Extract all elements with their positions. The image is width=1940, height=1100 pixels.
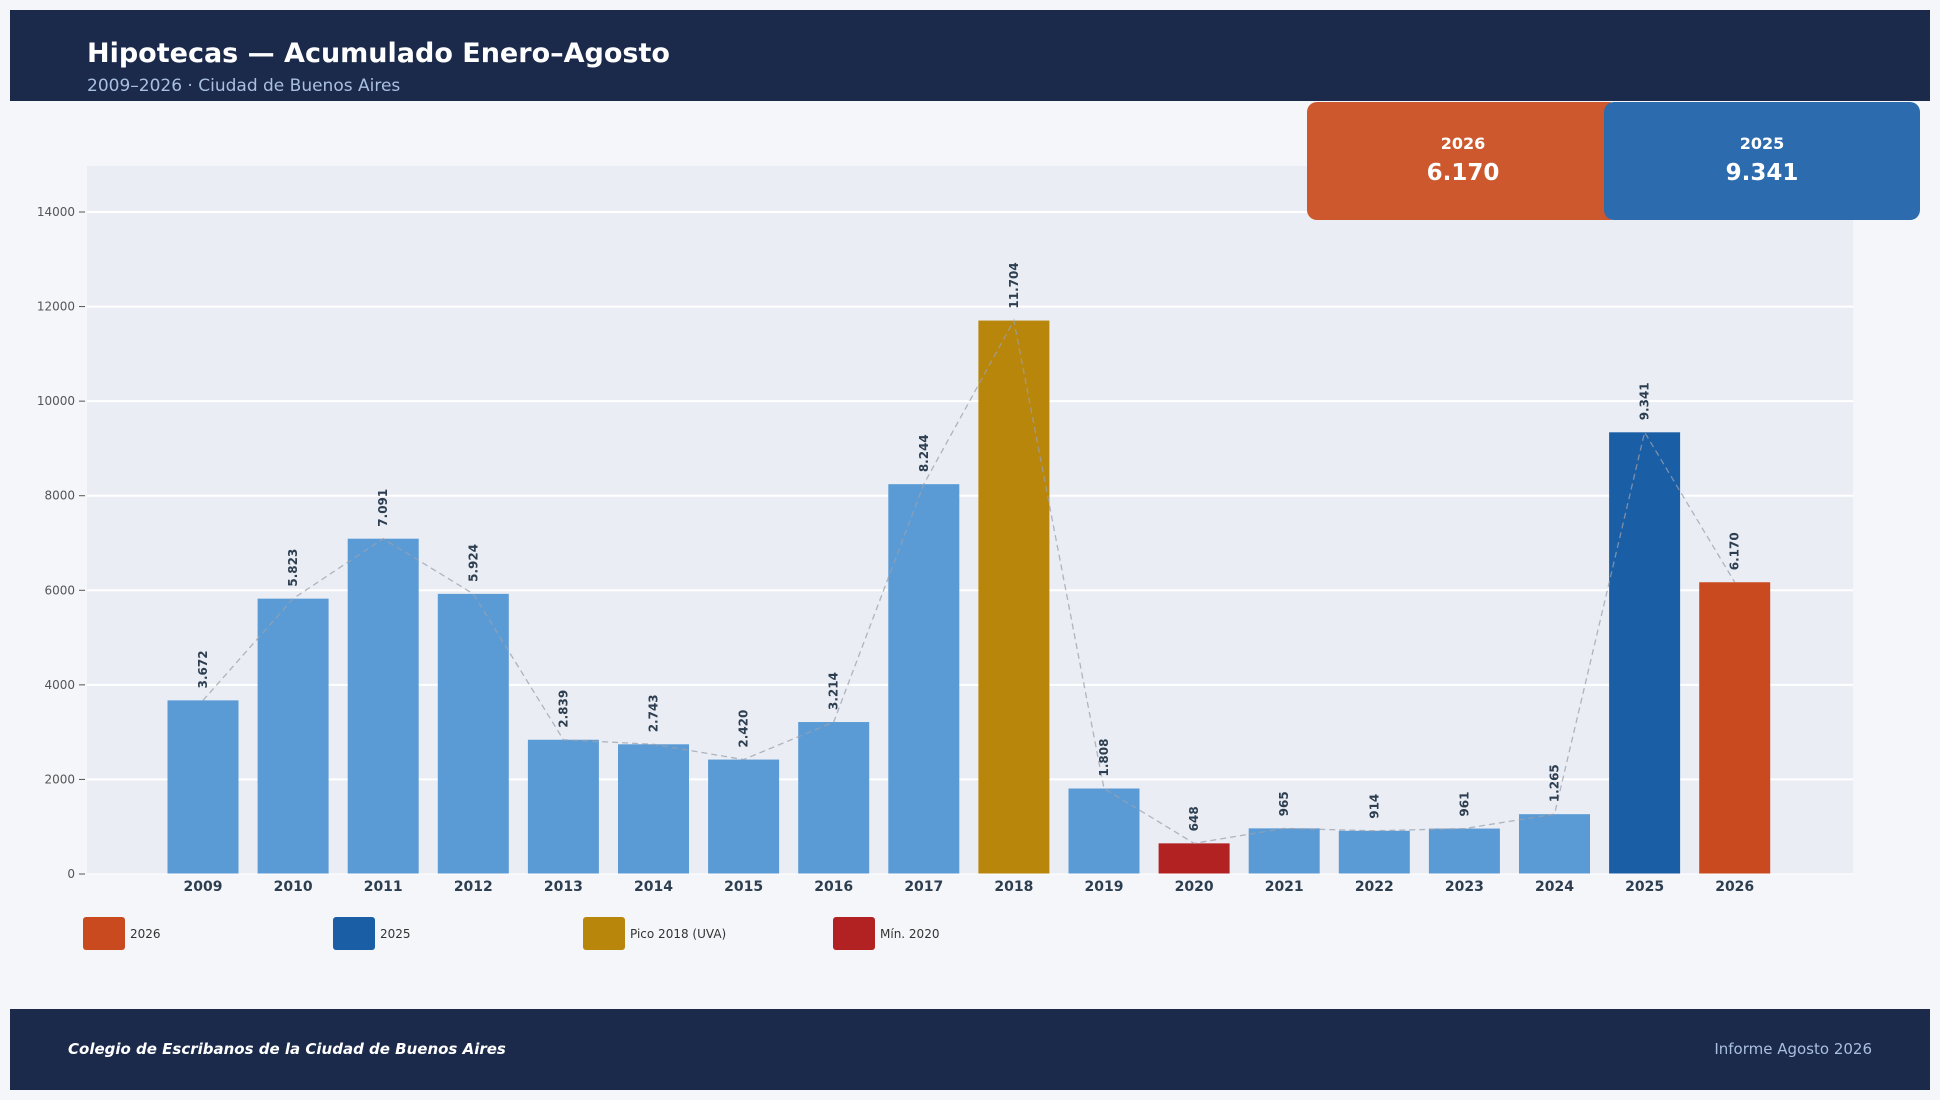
x-tick-label-2018: 2018: [994, 879, 1033, 895]
data-label-2019: 1.808: [1097, 739, 1111, 777]
x-tick-label-2016: 2016: [814, 879, 853, 895]
bar-2023: [1428, 828, 1500, 874]
y-tick-label: 2000: [44, 772, 75, 786]
data-label-2016: 3.214: [827, 672, 841, 710]
chart-subtitle: 2009–2026 · Ciudad de Buenos Aires: [87, 76, 401, 96]
bar-2017: [888, 484, 960, 874]
footer-organization: Colegio de Escribanos de la Ciudad de Bu…: [68, 1040, 506, 1058]
data-label-2009: 3.672: [196, 650, 210, 688]
bar-2026: [1699, 582, 1771, 874]
y-tick-label: 6000: [44, 583, 75, 597]
data-label-2024: 1.265: [1548, 764, 1562, 802]
data-label-2021: 965: [1277, 791, 1291, 816]
data-label-2025: 9.341: [1638, 382, 1652, 420]
legend-swatch-1: [333, 917, 375, 950]
x-tick-label-2011: 2011: [364, 879, 403, 895]
kpi-card-2025: 2025 9.341: [1604, 102, 1920, 220]
data-label-2012: 5.924: [466, 544, 480, 582]
x-tick-label-2010: 2010: [274, 879, 313, 895]
data-label-2023: 961: [1457, 791, 1471, 816]
kpi-card-2026-label: 2026: [1440, 134, 1486, 153]
y-tick-label: 4000: [44, 678, 75, 692]
data-label-2011: 7.091: [376, 489, 390, 527]
legend-swatch-0: [83, 917, 125, 950]
bar-2016: [798, 722, 870, 874]
data-label-2020: 648: [1187, 806, 1201, 831]
kpi-card-2025-value: 9.341: [1725, 160, 1799, 186]
x-tick-label-2023: 2023: [1445, 879, 1484, 895]
x-tick-label-2026: 2026: [1715, 879, 1754, 895]
x-tick-label-2013: 2013: [544, 879, 583, 895]
data-label-2022: 914: [1367, 794, 1381, 819]
legend-swatch-2: [583, 917, 625, 950]
y-tick-label: 12000: [37, 300, 75, 314]
y-tick-label: 10000: [37, 394, 75, 408]
x-tick-label-2009: 2009: [184, 879, 223, 895]
bar-2021: [1248, 828, 1320, 874]
bar-2018: [978, 320, 1050, 874]
legend-label-2: Pico 2018 (UVA): [630, 927, 726, 941]
data-label-2014: 2.743: [647, 694, 661, 732]
chart-title: Hipotecas — Acumulado Enero–Agosto: [87, 38, 670, 69]
kpi-card-2026: 2026 6.170: [1307, 102, 1619, 220]
x-tick-label-2021: 2021: [1265, 879, 1304, 895]
x-tick-label-2019: 2019: [1085, 879, 1124, 895]
x-tick-label-2014: 2014: [634, 879, 673, 895]
header-bar: Hipotecas — Acumulado Enero–Agosto 2009–…: [10, 10, 1930, 101]
bar-2012: [437, 593, 509, 874]
y-tick-label: 8000: [44, 489, 75, 503]
trend-line: [202, 318, 1736, 845]
bar-2025: [1609, 432, 1681, 874]
bar-2013: [527, 739, 599, 874]
data-label-2017: 8.244: [917, 434, 931, 472]
bar-2015: [708, 759, 780, 874]
x-tick-label-2015: 2015: [724, 879, 763, 895]
x-tick-label-2012: 2012: [454, 879, 493, 895]
footer-bar: Colegio de Escribanos de la Ciudad de Bu…: [10, 1009, 1930, 1090]
data-label-2013: 2.839: [556, 690, 570, 728]
bar-2011: [347, 538, 419, 874]
x-tick-label-2017: 2017: [904, 879, 943, 895]
legend-label-3: Mín. 2020: [880, 927, 939, 941]
y-tick-label: 0: [67, 867, 75, 881]
x-tick-label-2025: 2025: [1625, 879, 1664, 895]
legend-swatch-3: [833, 917, 875, 950]
data-label-2015: 2.420: [737, 710, 751, 748]
data-label-2026: 6.170: [1728, 532, 1742, 570]
bar-2009: [167, 700, 239, 874]
legend-label-0: 2026: [130, 927, 161, 941]
bar-2022: [1338, 830, 1410, 874]
bar-2010: [257, 598, 329, 874]
bar-2024: [1519, 814, 1590, 874]
x-tick-label-2020: 2020: [1175, 879, 1214, 895]
data-label-2010: 5.823: [286, 549, 300, 587]
x-tick-label-2024: 2024: [1535, 879, 1574, 895]
data-label-2018: 11.704: [1007, 262, 1021, 308]
footer-report-date: Informe Agosto 2026: [1714, 1040, 1872, 1058]
bar-2014: [618, 744, 689, 874]
bar-2020: [1158, 843, 1230, 874]
kpi-card-2026-value: 6.170: [1426, 160, 1500, 186]
bar-2019: [1068, 788, 1140, 874]
x-tick-label-2022: 2022: [1355, 879, 1394, 895]
kpi-card-2025-label: 2025: [1739, 134, 1785, 153]
legend-label-1: 2025: [380, 927, 411, 941]
y-tick-label: 14000: [37, 205, 75, 219]
